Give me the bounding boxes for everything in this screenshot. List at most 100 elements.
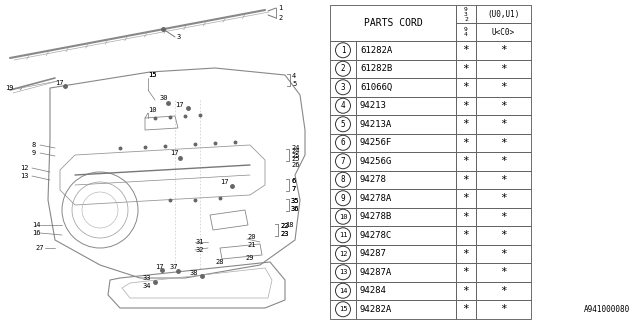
Text: 16: 16 (32, 230, 40, 236)
Text: *: * (500, 101, 507, 111)
Bar (330, 115, 356, 133)
Text: 12: 12 (20, 165, 29, 171)
Text: 94213A: 94213A (360, 120, 392, 129)
Text: 8: 8 (32, 142, 36, 148)
Text: 14: 14 (339, 288, 348, 294)
Text: 7: 7 (340, 157, 346, 166)
Text: 11: 11 (339, 232, 348, 238)
Text: *: * (463, 193, 469, 203)
Text: *: * (463, 249, 469, 259)
Text: *: * (500, 175, 507, 185)
Bar (476, 60, 531, 78)
Bar (356, 97, 456, 115)
Text: 12: 12 (339, 251, 348, 257)
Text: 7: 7 (291, 186, 295, 192)
Text: 13: 13 (339, 269, 348, 275)
Bar (456, 78, 476, 97)
Text: 25: 25 (291, 153, 300, 159)
Bar (456, 171, 476, 189)
Bar (476, 300, 531, 318)
Text: 25: 25 (291, 156, 300, 162)
Bar (330, 263, 356, 282)
Bar (456, 133, 476, 152)
Text: 4: 4 (340, 101, 346, 110)
Text: *: * (500, 82, 507, 92)
Text: (U0,U1): (U0,U1) (487, 10, 520, 19)
Text: *: * (463, 156, 469, 166)
Bar (330, 78, 356, 97)
Text: 94287: 94287 (360, 249, 387, 258)
Text: 9: 9 (32, 150, 36, 156)
Bar (456, 244, 476, 263)
Text: 94256F: 94256F (360, 138, 392, 147)
Text: 22: 22 (280, 223, 289, 229)
Bar (356, 226, 456, 244)
Text: 35: 35 (291, 198, 300, 204)
Bar (456, 263, 476, 282)
Text: *: * (463, 119, 469, 129)
Text: 19: 19 (5, 85, 13, 91)
Text: 20: 20 (247, 234, 255, 240)
Text: 61282A: 61282A (360, 46, 392, 55)
Text: 17: 17 (55, 80, 63, 86)
Text: PARTS CORD: PARTS CORD (364, 18, 422, 28)
Text: 2: 2 (340, 64, 346, 73)
Text: 27: 27 (35, 245, 44, 251)
Bar (476, 282, 531, 300)
Text: 7: 7 (291, 186, 295, 192)
Text: *: * (500, 156, 507, 166)
Text: 94278C: 94278C (360, 231, 392, 240)
Text: 61282B: 61282B (360, 64, 392, 73)
Text: *: * (463, 212, 469, 222)
Bar (476, 244, 531, 263)
Bar (356, 263, 456, 282)
Text: *: * (463, 230, 469, 240)
Text: 31: 31 (196, 239, 205, 245)
Bar (456, 23, 476, 41)
Text: 6: 6 (291, 178, 295, 184)
Text: *: * (500, 267, 507, 277)
Bar (330, 226, 356, 244)
Text: 14: 14 (32, 222, 40, 228)
Bar (356, 60, 456, 78)
Bar (356, 115, 456, 133)
Text: 34: 34 (143, 283, 152, 289)
Bar (456, 207, 476, 226)
Bar (476, 78, 531, 97)
Text: 94213: 94213 (360, 101, 387, 110)
Text: *: * (500, 286, 507, 296)
Bar (330, 300, 356, 318)
Text: 23: 23 (280, 231, 289, 237)
Text: *: * (500, 212, 507, 222)
Bar (356, 152, 456, 171)
Bar (356, 207, 456, 226)
Bar (356, 78, 456, 97)
Text: 17: 17 (155, 264, 163, 270)
Text: 3: 3 (340, 83, 346, 92)
Text: 37: 37 (170, 264, 179, 270)
Text: *: * (463, 267, 469, 277)
Text: *: * (463, 304, 469, 314)
Text: 24: 24 (291, 148, 300, 154)
Text: 30: 30 (160, 95, 168, 101)
Bar (330, 244, 356, 263)
Text: *: * (463, 138, 469, 148)
Text: 5: 5 (292, 81, 296, 87)
Bar (356, 300, 456, 318)
Bar (456, 282, 476, 300)
Bar (476, 152, 531, 171)
Bar (476, 115, 531, 133)
Text: 33: 33 (143, 275, 152, 281)
Text: 9: 9 (340, 194, 346, 203)
Text: 8: 8 (340, 175, 346, 184)
Text: 61066Q: 61066Q (360, 83, 392, 92)
Text: 15: 15 (148, 72, 157, 78)
Bar (330, 133, 356, 152)
Bar (476, 133, 531, 152)
Text: 10: 10 (339, 214, 348, 220)
Text: *: * (500, 45, 507, 55)
Bar (476, 97, 531, 115)
Text: 4: 4 (292, 73, 296, 79)
Text: 2: 2 (278, 15, 282, 21)
Text: 94256G: 94256G (360, 157, 392, 166)
